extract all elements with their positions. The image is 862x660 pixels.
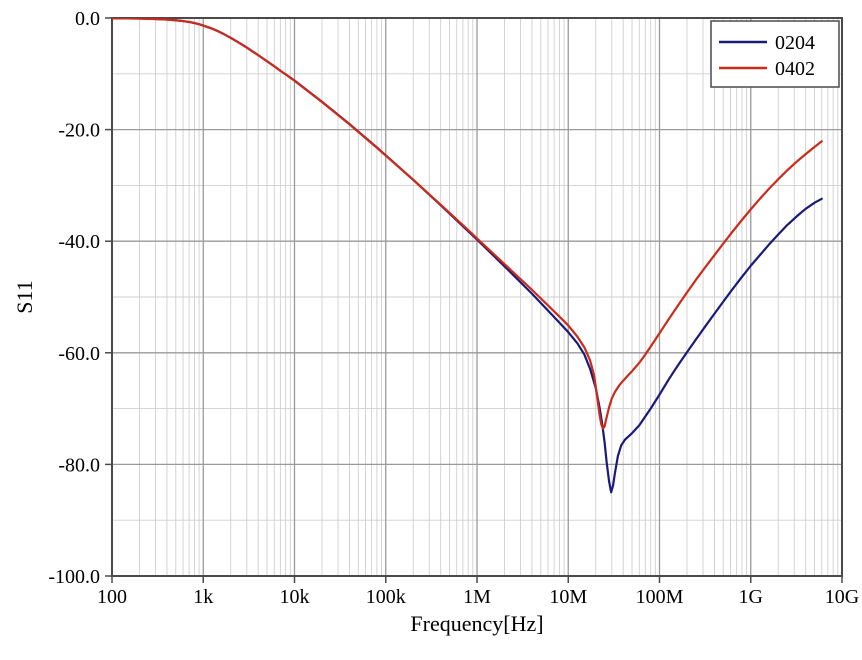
x-tick-label: 100M bbox=[636, 586, 684, 608]
x-tick-label: 100k bbox=[366, 586, 406, 608]
y-tick-label: -100.0 bbox=[48, 566, 100, 588]
x-tick-label: 10k bbox=[280, 586, 310, 608]
x-tick-label: 100 bbox=[97, 586, 127, 608]
legend-label: 0402 bbox=[775, 58, 815, 80]
x-tick-label: 1M bbox=[463, 586, 491, 608]
y-tick-label: -20.0 bbox=[58, 120, 100, 142]
x-tick-label: 1k bbox=[193, 586, 213, 608]
x-tick-label: 10M bbox=[549, 586, 587, 608]
y-axis-label: S11 bbox=[12, 280, 37, 313]
x-axis-label: Frequency[Hz] bbox=[410, 611, 543, 636]
y-tick-label: -80.0 bbox=[58, 454, 100, 476]
s11-frequency-chart: 100 1k 10k 100k 1M 10M 100M 1G 10G 0.0 -20.0 -40.0 -… bbox=[0, 0, 862, 660]
legend-label: 0204 bbox=[775, 32, 815, 54]
x-tick-label: 1G bbox=[739, 586, 763, 608]
x-tick-label: 10G bbox=[825, 586, 859, 608]
y-tick-label: -40.0 bbox=[58, 231, 100, 253]
y-tick-label: -60.0 bbox=[58, 343, 100, 365]
y-tick-label: 0.0 bbox=[75, 8, 100, 30]
